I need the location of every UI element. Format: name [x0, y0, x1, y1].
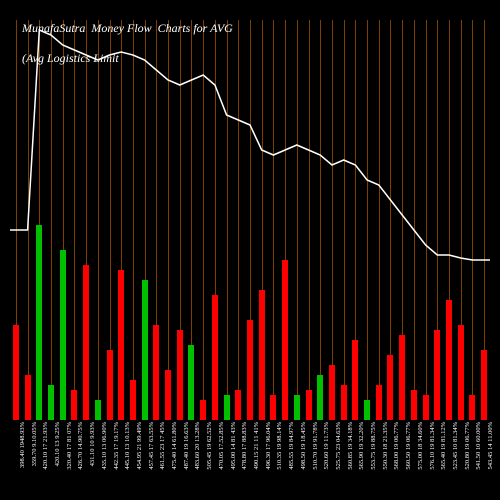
- x-tick-label: 510.35 19 98.14%: [276, 422, 283, 470]
- x-tick-label: 575.00 18 34.60%: [417, 422, 424, 470]
- x-tick-label: 435.10 13 06.90%: [101, 422, 108, 470]
- x-tick-label: 520.80 19 06.77%: [464, 422, 471, 470]
- x-tick-label: 470.05 17.52.85%: [218, 422, 225, 470]
- x-tick-label: 454.95 21 99.49%: [136, 422, 143, 470]
- x-tick-label: 485.55 19 84.97%: [288, 422, 295, 470]
- x-tick-label: 565.90 19 32.20%: [358, 422, 365, 470]
- title-part-a: MunafaSutra Money Flow Charts for AVG: [22, 21, 233, 35]
- x-tick-label: 478.80 17 88.83%: [241, 422, 248, 470]
- x-tick-label: 498.50 19 18.45%: [300, 422, 307, 470]
- x-tick-label: 426.70 14.90.75%: [77, 422, 84, 470]
- x-tick-label: 398.40 1948.93%: [19, 422, 26, 468]
- x-tick-label: 553.75 19 88.75%: [370, 422, 377, 470]
- x-tick-label: 525.75 23 04.63%: [335, 422, 342, 470]
- x-tick-label: 523.45 10 81.34%: [452, 422, 459, 470]
- x-tick-label: 565.40 19 81.12%: [440, 422, 447, 470]
- x-tick-label: 496.30 17 96.04%: [265, 422, 272, 470]
- x-tick-label: 487.40 19 16.63%: [183, 422, 190, 470]
- chart-container: MunafaSutra Money Flow Charts for AVG (A…: [0, 0, 500, 500]
- x-tick-label: 560.50 19 06.77%: [405, 422, 412, 470]
- x-tick-label: 457.45 17 63.55%: [148, 422, 155, 470]
- x-tick-label: 568.00 19 06.77%: [393, 422, 400, 470]
- x-tick-label: 420.10 13 9.25%: [54, 422, 61, 466]
- x-tick-label: 320.40 17 81 07%: [66, 422, 73, 470]
- x-tick-label: 442.35 17 19.17%: [113, 422, 120, 470]
- x-tick-label: 541.50 10 60.00%: [475, 422, 482, 470]
- x-tick-label: 550.30 18 21.35%: [382, 422, 389, 470]
- x-tick-label: 520.60 19 11.73%: [323, 422, 330, 469]
- x-tick-label: 475.40 14 61.80%: [171, 422, 178, 470]
- chart-title: MunafaSutra Money Flow Charts for AVG (A…: [10, 6, 233, 81]
- x-tick-label: 483.60 20 13.28%: [194, 422, 201, 470]
- x-tick-label: 445.10 13 10.13%: [124, 422, 131, 470]
- x-tick-label: 505.45 19 62.52%: [206, 422, 213, 470]
- x-tick-label: 490.15 21 11 41%: [253, 422, 260, 469]
- x-tick-label: 576.10 19 81.34%: [429, 422, 436, 470]
- title-part-b: (Avg Logistics Limit: [22, 51, 119, 65]
- x-tick-label: 495.00 14 81 43%: [230, 422, 237, 470]
- x-tick-label: 560.85 19 34.18%: [347, 422, 354, 470]
- x-tick-label: 461.55 23 17 45%: [159, 422, 166, 470]
- x-tick-label: 431.10 10 9.93%: [89, 422, 96, 466]
- x-axis-labels: 398.40 1948.93% 359.70 9.10.05% 420.10 17 …: [10, 420, 490, 500]
- x-tick-label: 420.10 17 21.93%: [42, 422, 49, 470]
- x-tick-label: 359.70 9.10.05%: [31, 422, 38, 466]
- x-tick-label: 510.70 19 91.78%: [312, 422, 319, 470]
- x-tick-label: 543.45 14 11.00%: [487, 422, 494, 469]
